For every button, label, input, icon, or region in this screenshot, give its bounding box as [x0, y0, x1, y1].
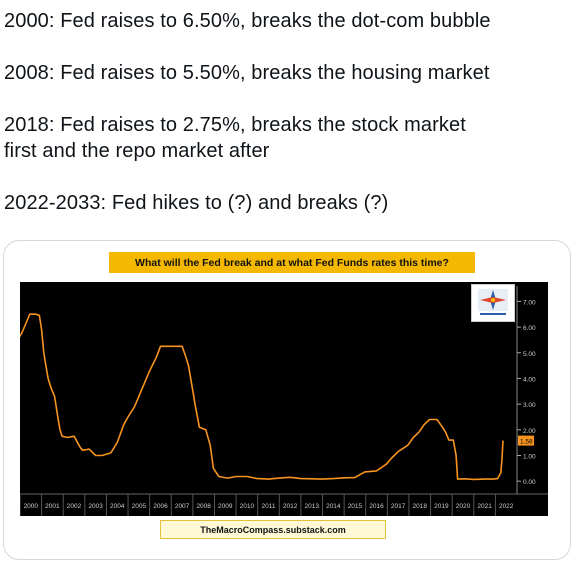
x-tick-label: 2011 [262, 503, 276, 510]
tweet-line: 2018: Fed raises to 2.75%, breaks the st… [4, 114, 466, 136]
x-tick-label: 2012 [283, 503, 298, 510]
x-tick-label: 2004 [110, 503, 125, 510]
x-tick-label: 2002 [67, 503, 82, 510]
chart-title: What will the Fed break and at what Fed … [109, 252, 475, 273]
x-tick-label: 2019 [434, 503, 449, 510]
tweet-line: 2008: Fed raises to 5.50%, breaks the ho… [4, 62, 490, 84]
x-tick-label: 2009 [218, 503, 233, 510]
x-tick-label: 2017 [391, 503, 406, 510]
y-tick-label: 1.00 [523, 453, 536, 460]
source-label: TheMacroCompass.substack.com [160, 520, 386, 539]
x-tick-label: 2007 [175, 503, 190, 510]
y-tick-label: 5.00 [523, 351, 536, 358]
tweet-line: 2000: Fed raises to 6.50%, breaks the do… [4, 10, 491, 32]
x-tick-label: 2000 [24, 503, 39, 510]
x-tick-label: 2015 [348, 503, 363, 510]
x-tick-label: 2003 [88, 503, 103, 510]
x-tick-label: 2020 [456, 503, 471, 510]
x-tick-label: 2013 [304, 503, 319, 510]
x-tick-label: 2021 [477, 503, 492, 510]
tweet-line [4, 164, 579, 190]
y-tick-label: 4.00 [523, 376, 536, 383]
fed-funds-chart: 7.00 6.00 5.00 4.00 3.00 2.00 1.00 0.00 2000 2001… [20, 286, 548, 516]
x-tick-label: 2022 [499, 503, 514, 510]
last-value-label: 1.58 [520, 439, 533, 446]
brand-logo [471, 284, 515, 322]
fed-funds-line [20, 313, 504, 481]
x-tick-label: 2016 [369, 503, 384, 510]
x-tick-label: 2006 [153, 503, 168, 510]
last-value-marker [518, 435, 534, 446]
x-tick-label: 2018 [413, 503, 428, 510]
tweet-line: 2022-2033: Fed hikes to (?) and breaks (… [4, 192, 389, 214]
y-tick-label: 0.00 [523, 479, 536, 486]
x-tick-label: 2005 [132, 503, 147, 510]
x-tick-label: 2010 [240, 503, 255, 510]
tweet-text: 2000: Fed raises to 6.50%, breaks the do… [4, 8, 579, 216]
tweet-line [4, 86, 579, 112]
y-tick-label: 7.00 [523, 299, 536, 306]
x-tick-label: 2008 [196, 503, 211, 510]
chart-plot: 7.00 6.00 5.00 4.00 3.00 2.00 1.00 0.00 2000 2001… [20, 282, 548, 516]
x-tick-label: 2001 [45, 503, 60, 510]
x-tick-label: 2014 [326, 503, 341, 510]
compass-logo-icon [478, 289, 508, 315]
y-tick-label: 6.00 [523, 325, 536, 332]
y-tick-label: 3.00 [523, 402, 536, 409]
tweet-line [4, 34, 579, 60]
tweet-line: first and the repo market after [4, 140, 270, 162]
y-tick-label: 2.00 [523, 428, 536, 435]
